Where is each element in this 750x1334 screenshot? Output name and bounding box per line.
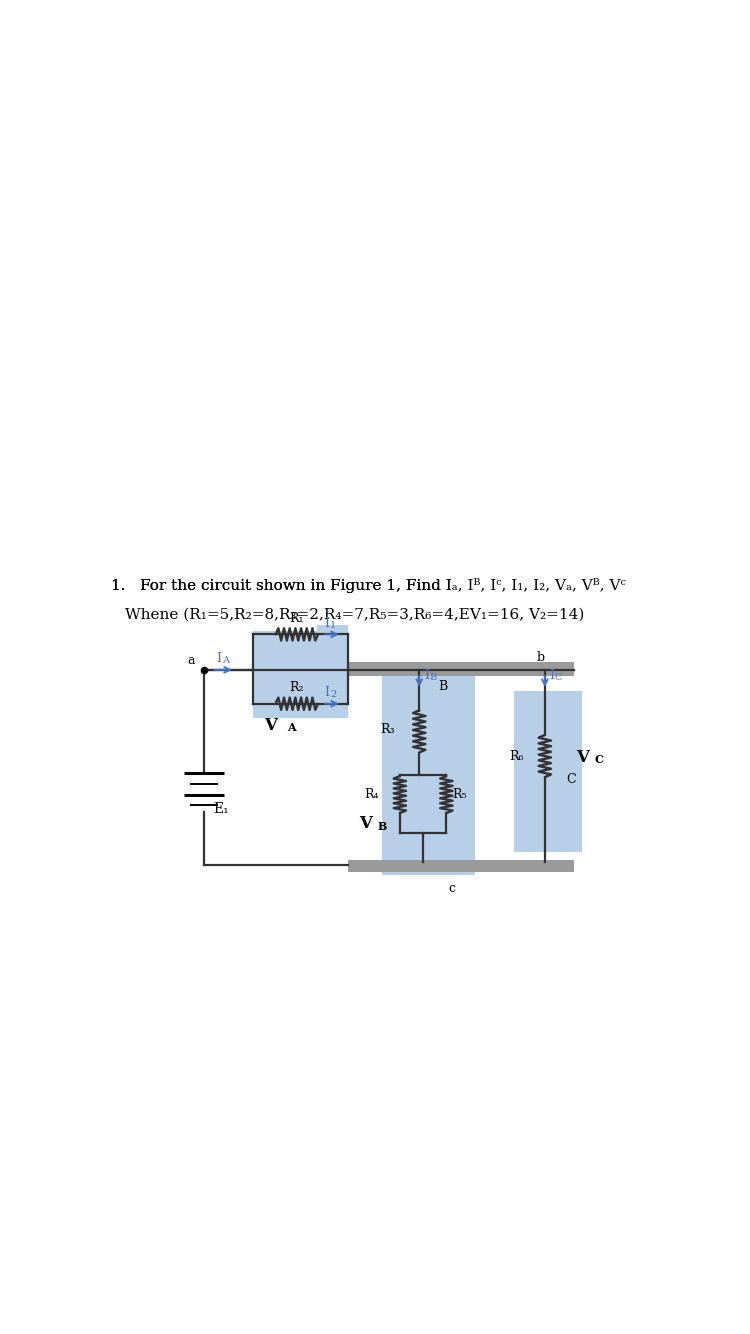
Text: b: b	[537, 651, 545, 663]
Text: V: V	[576, 750, 589, 766]
Text: A: A	[287, 722, 296, 734]
Text: V: V	[358, 815, 372, 832]
Text: 2: 2	[330, 690, 336, 699]
Text: I: I	[216, 652, 221, 666]
Text: E₁: E₁	[213, 802, 229, 816]
Bar	[348, 662, 574, 676]
Text: R₃: R₃	[380, 723, 394, 736]
Bar	[317, 626, 348, 648]
Bar	[253, 631, 348, 718]
Text: I: I	[325, 616, 330, 630]
Text: 1.   For the circuit shown in Figure 1, Find I: 1. For the circuit shown in Figure 1, Fi…	[111, 579, 451, 592]
Text: A: A	[222, 656, 229, 666]
Text: R₁: R₁	[290, 612, 304, 626]
Text: Whene (R₁=5,R₂=8,R₃=2,R₄=7,R₅=3,R₆=4,EV₁=16, V₂=14): Whene (R₁=5,R₂=8,R₃=2,R₄=7,R₅=3,R₆=4,EV₁…	[124, 607, 584, 622]
Text: I: I	[550, 670, 554, 682]
Text: B: B	[439, 680, 448, 694]
Text: V: V	[264, 716, 277, 734]
Text: c: c	[448, 882, 455, 895]
Bar	[514, 810, 582, 852]
Bar	[514, 691, 582, 814]
Text: R₅: R₅	[452, 788, 466, 800]
Text: C: C	[555, 674, 562, 682]
Bar	[348, 860, 574, 871]
Text: I: I	[325, 686, 330, 699]
Text: B: B	[429, 674, 436, 682]
Text: R₂: R₂	[290, 682, 304, 695]
Text: 1: 1	[330, 620, 336, 630]
Text: I: I	[424, 670, 429, 682]
Text: R₄: R₄	[364, 788, 379, 800]
Text: 1.   For the circuit shown in Figure 1, Find Iₐ, Iᴮ, Iᶜ, I₁, I₂, Vₐ, Vᴮ, Vᶜ: 1. For the circuit shown in Figure 1, Fi…	[111, 578, 626, 592]
Text: a: a	[187, 654, 194, 667]
Text: R₆: R₆	[509, 750, 524, 763]
Bar	[382, 670, 475, 840]
Text: C: C	[566, 772, 576, 786]
Text: C: C	[595, 755, 603, 766]
Text: B: B	[377, 820, 387, 831]
Bar	[382, 836, 475, 875]
